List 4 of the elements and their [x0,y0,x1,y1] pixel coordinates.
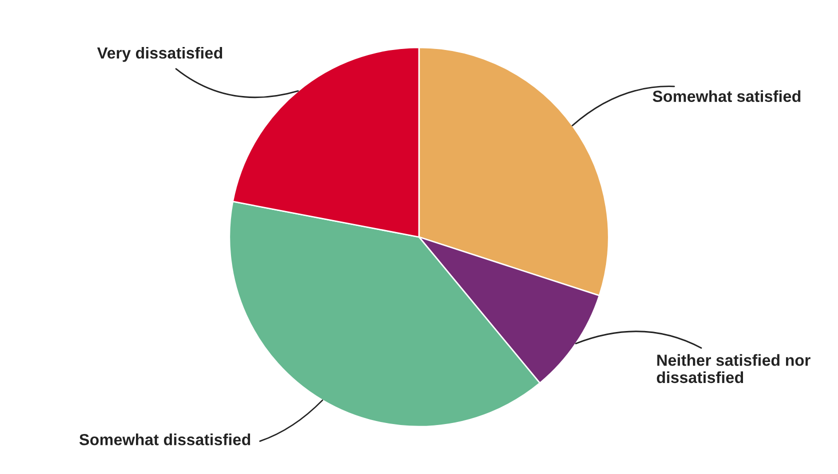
slice-label: Somewhat satisfied [652,90,800,102]
slice-label: Somewhat dissatisfied [79,434,250,446]
slice-label: Neither satisfied nor dissatisfied [656,354,810,384]
slice-label: Very dissatisfied [97,46,222,62]
